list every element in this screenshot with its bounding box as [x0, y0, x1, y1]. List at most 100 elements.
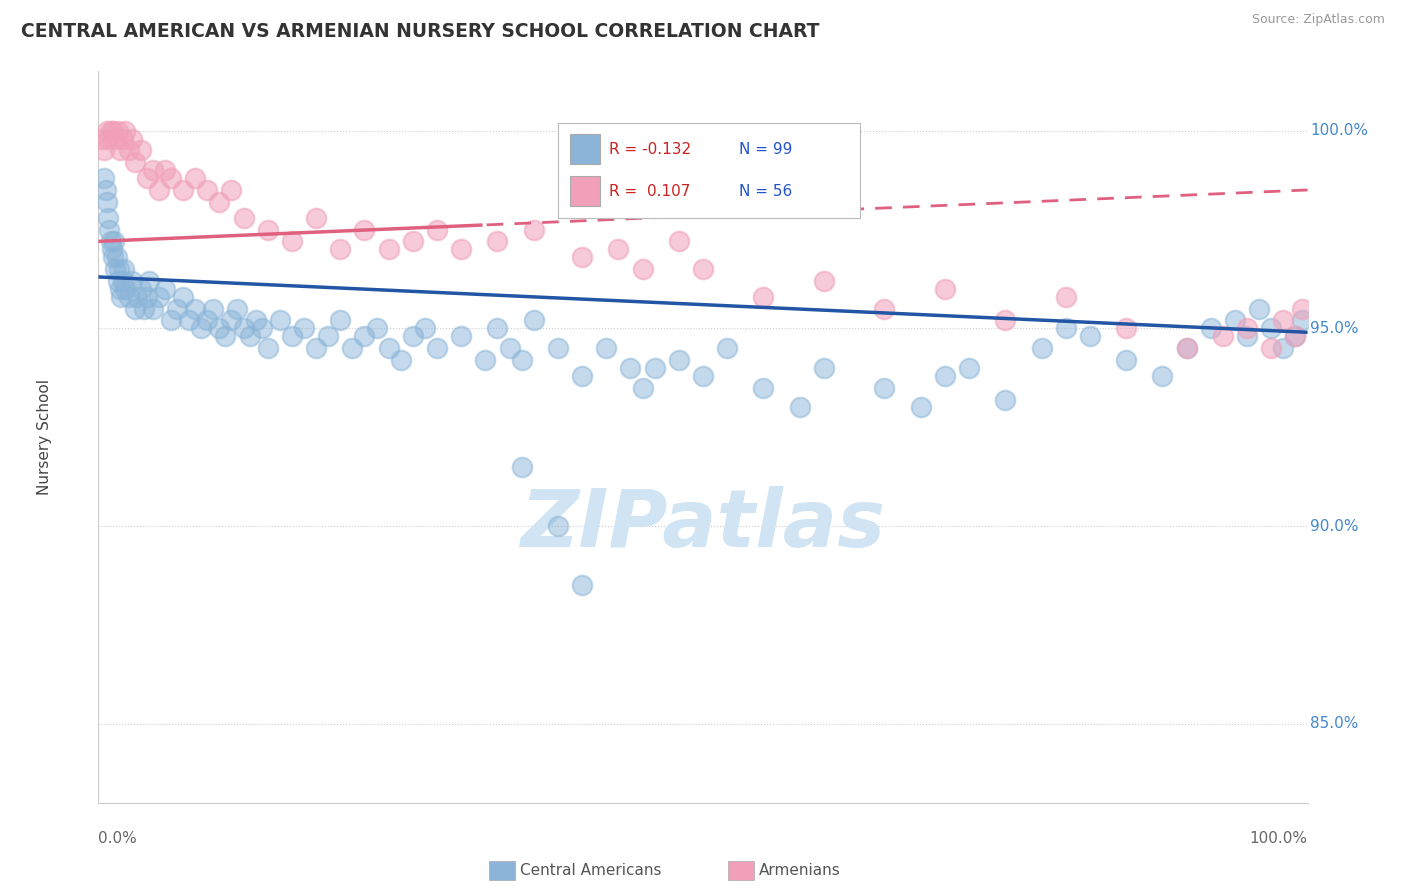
Text: 90.0%: 90.0% — [1310, 518, 1358, 533]
Point — [97, 211, 120, 225]
Point — [108, 282, 131, 296]
Point — [353, 329, 375, 343]
Point — [135, 290, 157, 304]
Point — [1260, 321, 1282, 335]
Point — [112, 262, 135, 277]
Point — [166, 301, 188, 316]
Point — [221, 313, 243, 327]
Point — [114, 282, 136, 296]
Point — [571, 368, 593, 383]
Point — [195, 313, 218, 327]
Point — [1291, 313, 1313, 327]
Point — [232, 321, 254, 335]
Point — [547, 519, 569, 533]
Point — [1115, 321, 1137, 335]
Point — [631, 262, 654, 277]
Point — [245, 313, 267, 327]
Point — [1115, 353, 1137, 368]
Point — [305, 211, 328, 225]
Point — [93, 171, 115, 186]
Point — [127, 290, 149, 304]
Point — [450, 329, 472, 343]
Point — [250, 321, 273, 335]
Point — [172, 183, 194, 197]
Text: CENTRAL AMERICAN VS ARMENIAN NURSERY SCHOOL CORRELATION CHART: CENTRAL AMERICAN VS ARMENIAN NURSERY SCH… — [21, 22, 820, 41]
Point — [813, 360, 835, 375]
Point — [100, 123, 122, 137]
Point — [118, 290, 141, 304]
Point — [124, 301, 146, 316]
Point — [510, 353, 533, 368]
Point — [281, 235, 304, 249]
Point — [269, 313, 291, 327]
Point — [1152, 368, 1174, 383]
Text: 95.0%: 95.0% — [1310, 321, 1358, 336]
Point — [104, 262, 127, 277]
Point — [389, 353, 412, 368]
Point — [226, 301, 249, 316]
Point — [121, 131, 143, 145]
Point — [121, 274, 143, 288]
Point — [202, 301, 225, 316]
Point — [366, 321, 388, 335]
Point — [111, 131, 134, 145]
Point — [474, 353, 496, 368]
Point — [1291, 301, 1313, 316]
Point — [142, 301, 165, 316]
Point — [1031, 341, 1053, 355]
Point — [134, 301, 156, 316]
Point — [103, 235, 125, 249]
Text: N = 56: N = 56 — [740, 184, 793, 199]
Point — [190, 321, 212, 335]
Point — [160, 313, 183, 327]
Point — [1078, 329, 1101, 343]
Point — [873, 381, 896, 395]
Point — [692, 262, 714, 277]
Point — [256, 222, 278, 236]
Point — [716, 341, 738, 355]
Point — [292, 321, 315, 335]
Text: 85.0%: 85.0% — [1310, 716, 1358, 731]
Point — [607, 242, 630, 256]
Text: 100.0%: 100.0% — [1310, 123, 1368, 138]
Point — [1284, 329, 1306, 343]
Point — [571, 250, 593, 264]
Point — [316, 329, 339, 343]
Point — [813, 274, 835, 288]
Point — [631, 381, 654, 395]
Point — [571, 578, 593, 592]
Point — [1175, 341, 1198, 355]
Point — [108, 144, 131, 158]
Point — [96, 123, 118, 137]
Point — [160, 171, 183, 186]
Point — [114, 123, 136, 137]
Point — [195, 183, 218, 197]
Point — [221, 183, 243, 197]
Point — [1272, 341, 1295, 355]
Point — [208, 194, 231, 209]
Point — [305, 341, 328, 355]
Point — [329, 242, 352, 256]
Point — [1199, 321, 1222, 335]
Point — [153, 282, 176, 296]
Text: Central Americans: Central Americans — [520, 863, 662, 878]
Point — [142, 163, 165, 178]
Point — [523, 222, 546, 236]
Point — [184, 301, 207, 316]
Point — [100, 242, 122, 256]
Point — [1236, 329, 1258, 343]
Point — [94, 183, 117, 197]
Point — [329, 313, 352, 327]
Point — [93, 144, 115, 158]
Point — [214, 329, 236, 343]
Point — [426, 222, 449, 236]
Point — [752, 290, 775, 304]
Point — [342, 341, 364, 355]
Point — [96, 194, 118, 209]
Point — [1223, 313, 1246, 327]
Point — [668, 353, 690, 368]
Point — [523, 313, 546, 327]
Point — [107, 274, 129, 288]
Text: 0.0%: 0.0% — [98, 831, 138, 846]
Point — [353, 222, 375, 236]
